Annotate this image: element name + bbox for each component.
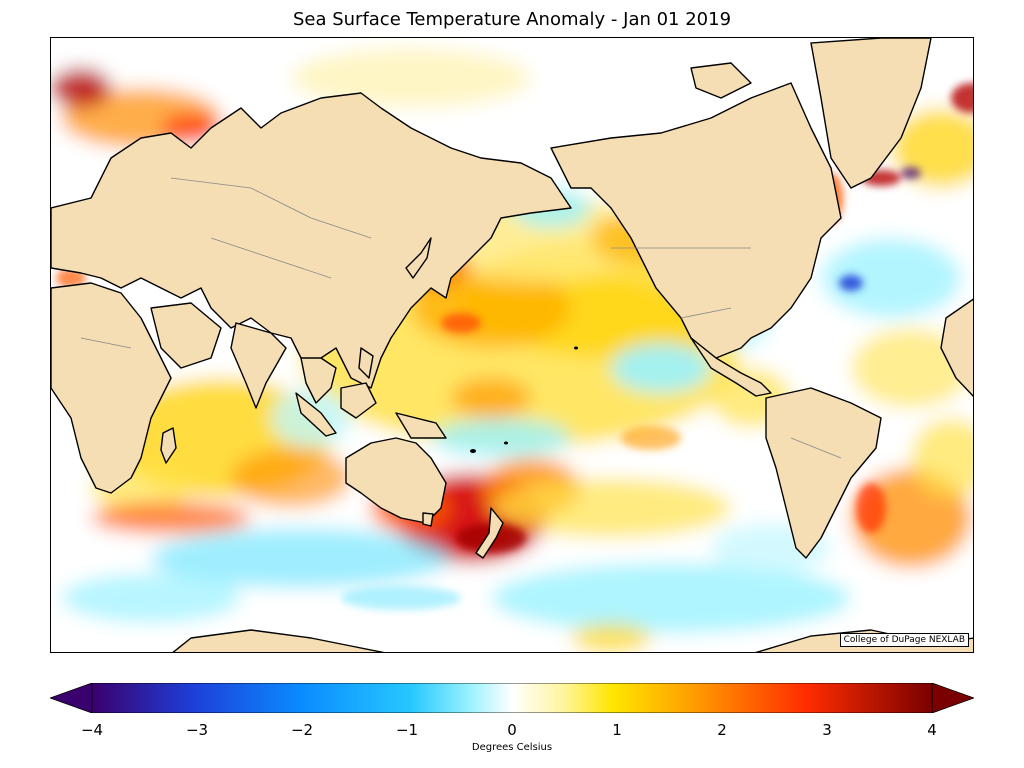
- colorbar-tick-label: 2: [717, 721, 727, 739]
- country-borders: [80, 177, 842, 459]
- borneo-landmass: [340, 382, 377, 419]
- colorbar-tick-label: −1: [395, 721, 419, 739]
- map-title: Sea Surface Temperature Anomaly - Jan 01…: [292, 9, 732, 30]
- tasmania-landmass: [422, 512, 434, 527]
- colorbar-tick-label: −2: [290, 721, 314, 739]
- new-zealand-landmass: [475, 507, 504, 559]
- colorbar-tick-label: −3: [185, 721, 209, 739]
- arabia-landmass: [150, 302, 222, 369]
- colorbar-tick-label: −4: [80, 721, 104, 739]
- map-canvas: [51, 38, 973, 652]
- colorbar-tick-label: 1: [612, 721, 622, 739]
- colorbar-gradient: [91, 683, 933, 713]
- colorbar-tick-label: 3: [822, 721, 832, 739]
- land: [51, 38, 973, 652]
- colorbar-tick-label: 4: [927, 721, 937, 739]
- africa-landmass: [51, 282, 172, 494]
- central-america-landmass: [690, 337, 772, 397]
- credit-label: College of DuPage NEXLAB: [839, 633, 969, 647]
- colorbar-units-label: Degrees Celsius: [471, 742, 553, 753]
- india-landmass: [230, 322, 287, 409]
- madagascar-landmass: [160, 427, 177, 464]
- colorbar-tick-label: 0: [507, 721, 517, 739]
- south-america-landmass: [765, 387, 882, 559]
- sumatra-landmass: [295, 392, 337, 437]
- greenland-landmass: [810, 38, 932, 189]
- eurasia-landmass: [51, 92, 572, 389]
- antarctica-landmass: [172, 629, 385, 652]
- colorbar-max-extend: [931, 683, 974, 713]
- new-guinea-landmass: [395, 412, 447, 439]
- pacific-islands: [470, 346, 578, 453]
- west-africa-landmass: [940, 298, 973, 397]
- arctic-islands-landmass: [690, 62, 752, 99]
- philippines-landmass: [358, 347, 374, 379]
- colorbar: [50, 683, 974, 713]
- australia-landmass: [345, 437, 447, 524]
- north-america-landmass: [550, 82, 842, 359]
- japan-landmass: [405, 237, 432, 279]
- anomaly-field: [51, 38, 973, 652]
- indochina-landmass: [300, 357, 337, 404]
- sst-anomaly-map: College of DuPage NEXLAB: [50, 37, 974, 653]
- colorbar-min-extend: [50, 683, 93, 713]
